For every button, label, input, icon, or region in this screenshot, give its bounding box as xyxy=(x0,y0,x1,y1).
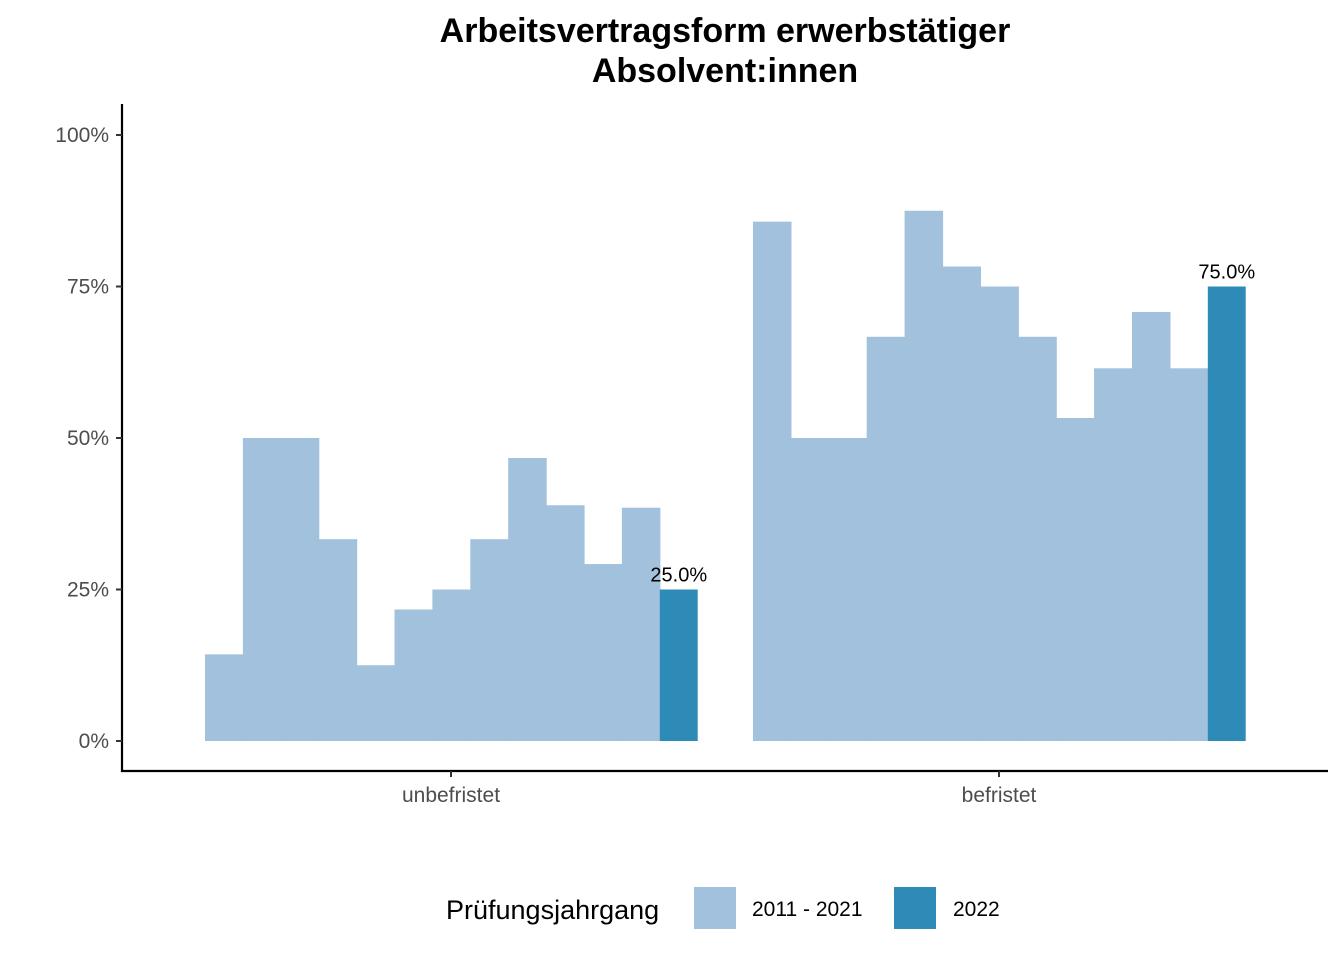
bar-befristet-historic-3 xyxy=(828,438,868,741)
data-labels-group: 25.0% 75.0% xyxy=(650,262,1255,587)
bar-befristet-historic-10 xyxy=(1094,368,1133,741)
legend: Prüfungsjahrgang 2011 - 2021 2022 xyxy=(446,887,1000,929)
x-tick-label-befristet: befristet xyxy=(962,784,1037,807)
legend-label-2: 2022 xyxy=(953,898,1000,921)
chart-title-line1: Arbeitsvertragsform erwerbstätiger xyxy=(440,12,1011,50)
data-label-befristet-2022: 75.0% xyxy=(1198,262,1255,284)
bar-unbefristet-historic-11 xyxy=(584,564,623,741)
x-axis: unbefristet befristet xyxy=(121,769,1328,807)
bar-unbefristet-historic-9 xyxy=(508,457,547,741)
bars-group xyxy=(205,210,1246,741)
bar-befristet-historic-6 xyxy=(942,266,981,741)
y-tick-label: 0% xyxy=(79,730,109,753)
bar-befristet-2022 xyxy=(1207,286,1246,741)
legend-label-1: 2011 - 2021 xyxy=(752,898,863,921)
bar-unbefristet-historic-1 xyxy=(205,654,244,741)
bar-unbefristet-historic-12 xyxy=(621,507,661,741)
bar-unbefristet-historic-3 xyxy=(280,438,320,741)
bar-befristet-historic-2 xyxy=(790,438,830,741)
chart-title-line2: Absolvent:innen xyxy=(592,52,858,90)
bar-befristet-historic-11 xyxy=(1132,311,1171,741)
y-axis: 0% 25% 50% 75% 100% xyxy=(55,104,124,772)
x-tick-label-unbefristet: unbefristet xyxy=(402,784,500,807)
legend-title: Prüfungsjahrgang xyxy=(446,895,659,925)
bar-unbefristet-historic-4 xyxy=(318,539,358,741)
y-tick-label: 75% xyxy=(67,276,109,299)
bar-befristet-historic-9 xyxy=(1056,418,1095,741)
bar-unbefristet-historic-10 xyxy=(546,505,585,741)
bar-unbefristet-historic-7 xyxy=(432,589,471,741)
bar-befristet-historic-8 xyxy=(1018,336,1057,741)
data-label-unbefristet-2022: 25.0% xyxy=(650,565,707,587)
bar-befristet-historic-4 xyxy=(866,336,906,741)
bar-befristet-historic-7 xyxy=(980,286,1019,741)
bar-unbefristet-historic-8 xyxy=(470,539,509,741)
bar-unbefristet-2022 xyxy=(659,589,698,741)
y-tick-label: 100% xyxy=(55,124,109,147)
legend-key-2 xyxy=(894,887,936,929)
y-tick-label: 25% xyxy=(67,579,109,602)
bar-unbefristet-historic-2 xyxy=(242,438,282,741)
bar-befristet-historic-5 xyxy=(904,210,944,741)
bar-unbefristet-historic-5 xyxy=(356,665,396,741)
legend-key-1 xyxy=(694,887,736,929)
bar-befristet-historic-12 xyxy=(1169,368,1209,741)
y-tick-label: 50% xyxy=(67,427,109,450)
bar-befristet-historic-1 xyxy=(753,221,792,741)
bar-unbefristet-historic-6 xyxy=(394,609,433,741)
